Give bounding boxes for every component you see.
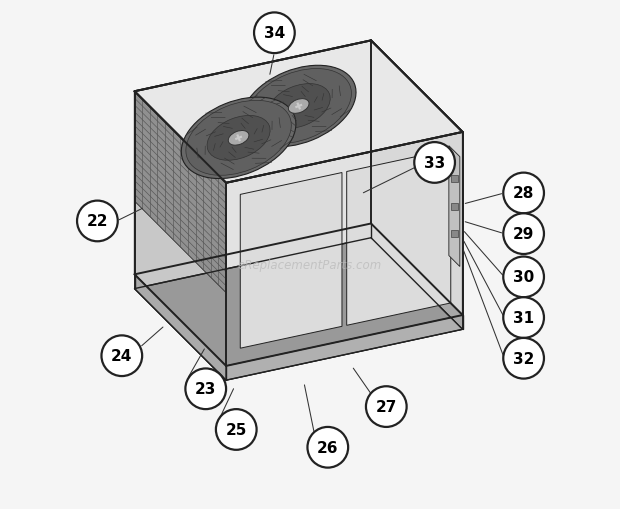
Text: 29: 29 [513,227,534,242]
Polygon shape [347,150,451,326]
Ellipse shape [267,84,330,129]
Ellipse shape [207,116,270,161]
Bar [295,104,303,109]
Ellipse shape [228,131,249,146]
Ellipse shape [246,69,352,144]
Circle shape [185,369,226,409]
Text: 31: 31 [513,310,534,325]
Text: 28: 28 [513,186,534,201]
Text: 23: 23 [195,382,216,397]
Circle shape [503,214,544,254]
Circle shape [77,201,118,242]
Text: 25: 25 [226,422,247,437]
Ellipse shape [186,101,291,176]
Bar [236,135,241,143]
Ellipse shape [241,66,356,148]
Circle shape [102,336,142,376]
Polygon shape [135,238,463,380]
Circle shape [254,13,294,54]
Bar [451,231,458,238]
Polygon shape [226,133,463,366]
Circle shape [414,143,455,183]
Text: 30: 30 [513,270,534,285]
Text: 24: 24 [111,349,133,363]
Circle shape [503,298,544,338]
Polygon shape [371,224,463,330]
Polygon shape [135,41,463,183]
Circle shape [503,257,544,298]
Polygon shape [135,92,226,293]
Polygon shape [135,275,226,380]
Text: 33: 33 [424,156,445,171]
Bar [451,203,458,210]
Ellipse shape [181,98,296,179]
Bar [296,103,301,110]
Circle shape [503,173,544,214]
Polygon shape [241,173,342,349]
Polygon shape [449,147,460,267]
Circle shape [308,427,348,468]
Polygon shape [135,92,226,366]
Text: 34: 34 [264,26,285,41]
Text: 26: 26 [317,440,339,455]
Bar [235,136,242,141]
Text: 32: 32 [513,351,534,366]
Text: 22: 22 [87,214,108,229]
Circle shape [216,409,257,450]
Text: eReplacementParts.com: eReplacementParts.com [238,258,382,271]
Polygon shape [226,316,463,380]
Polygon shape [371,41,463,316]
Ellipse shape [288,99,309,114]
Bar [451,176,458,183]
Text: 27: 27 [376,399,397,414]
Circle shape [503,338,544,379]
Circle shape [366,386,407,427]
